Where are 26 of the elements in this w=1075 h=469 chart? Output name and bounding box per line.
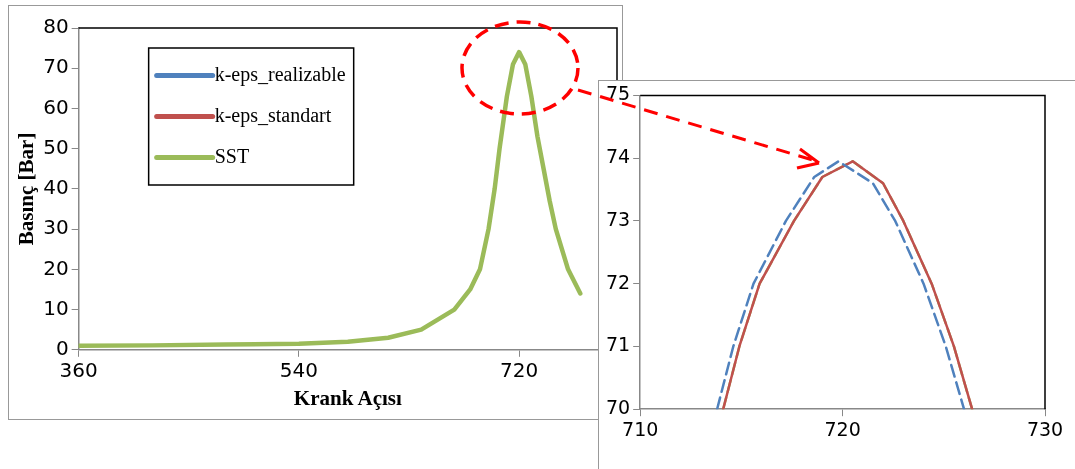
y-tick-label: 71 xyxy=(605,333,631,356)
y-tick-label: 70 xyxy=(43,54,69,79)
x-tick-label: 360 xyxy=(59,358,98,382)
x-tick-label: 720 xyxy=(500,358,539,382)
y-tick-label: 80 xyxy=(43,14,69,39)
y-tick-label: 75 xyxy=(605,82,631,105)
y-tick-label: 30 xyxy=(43,215,69,240)
y-tick-label: 40 xyxy=(43,175,69,200)
x-tick-label: 710 xyxy=(622,417,659,440)
legend-label: SST xyxy=(214,144,250,167)
x-tick-label: 540 xyxy=(279,358,318,382)
y-axis-title: Basınç [Bar] xyxy=(14,132,39,246)
y-tick-label: 10 xyxy=(43,295,69,320)
y-tick-label: 70 xyxy=(605,396,631,419)
y-tick-label: 72 xyxy=(605,270,631,293)
x-tick-label: 730 xyxy=(1026,417,1064,440)
y-tick-label: 74 xyxy=(605,145,631,168)
legend-label: k-eps_realizable xyxy=(214,62,346,86)
legend-label: k-eps_standart xyxy=(214,103,332,127)
y-tick-label: 20 xyxy=(43,255,69,280)
y-tick-label: 0 xyxy=(55,336,69,360)
y-tick-label: 60 xyxy=(43,94,69,119)
y-tick-label: 73 xyxy=(605,207,631,230)
x-tick-label: 720 xyxy=(824,417,861,440)
y-tick-label: 50 xyxy=(43,134,69,159)
x-axis-title: Krank Açısı xyxy=(293,385,402,410)
